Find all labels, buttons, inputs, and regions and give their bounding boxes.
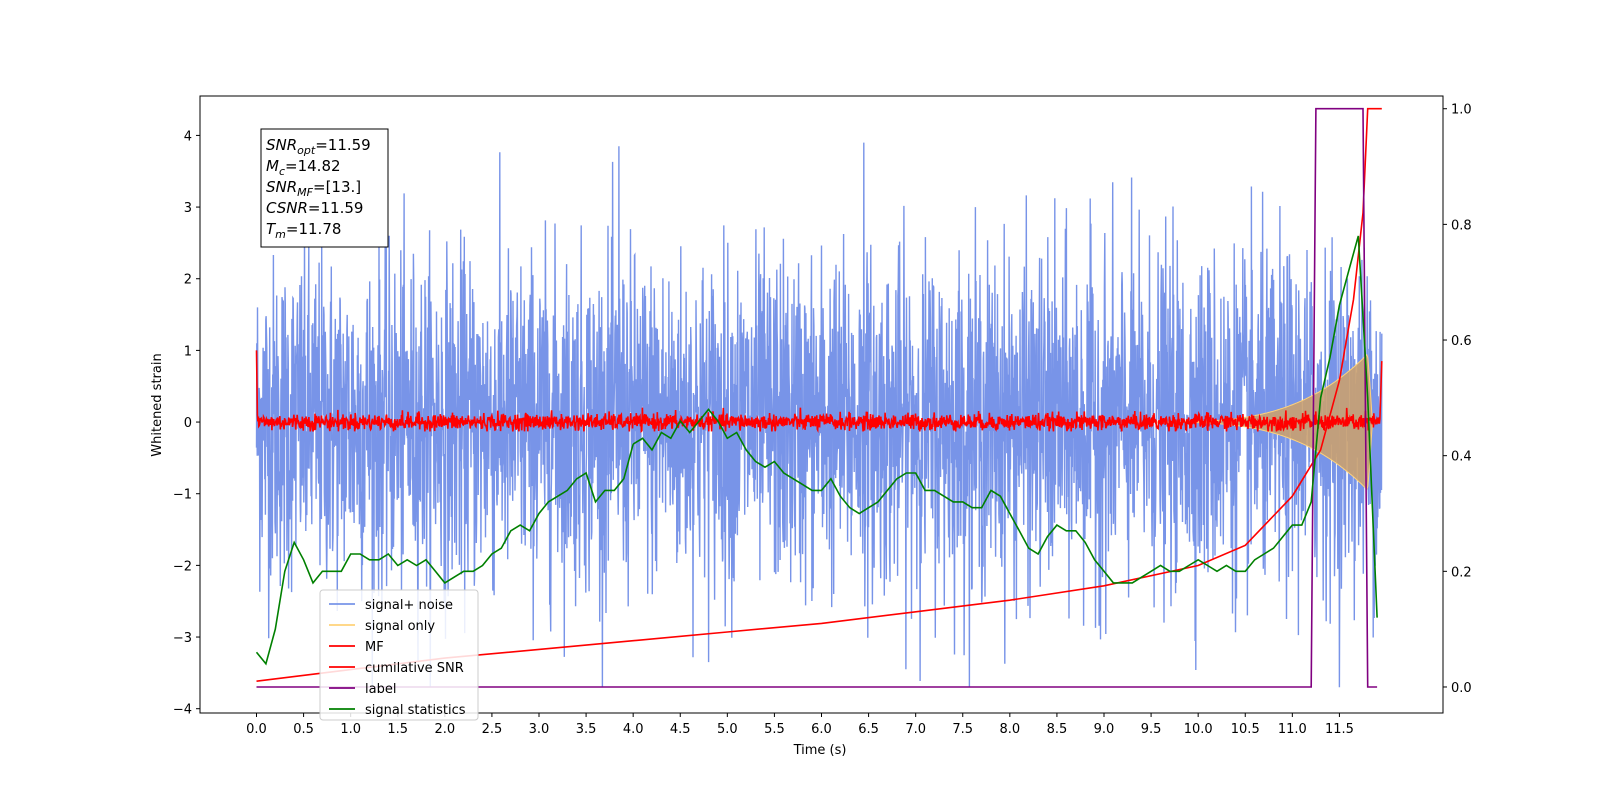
plot-data [255, 107, 1383, 688]
x-tick-label: 10.0 [1184, 722, 1213, 737]
y-tick-label: 2 [184, 273, 192, 288]
annotation-subscript: c [279, 165, 285, 178]
x-axis: 0.0 0.5 1.0 1.5 2.0 2.5 3.0 3.5 4.0 4.5 5.0 5.5 6.0 6… [246, 713, 1354, 737]
y-tick-label: 4 [184, 129, 192, 144]
annotation-line: CSNR=11.59 [266, 199, 363, 217]
x-tick-label: 8.0 [999, 722, 1020, 737]
annotation-line: SNRMF=[13.] [266, 178, 361, 199]
annotation-frame [260, 128, 389, 248]
annotation-symbol: T [266, 220, 277, 238]
annotation-value: =[13.] [313, 178, 361, 196]
x-tick-label: 7.0 [905, 722, 926, 737]
x-tick-label: 9.5 [1141, 722, 1162, 737]
x-tick-label: 6.0 [811, 722, 832, 737]
y-tick-label: −4 [173, 703, 192, 718]
x-tick-label: 4.0 [623, 722, 644, 737]
annotation-subscript: MF [297, 186, 313, 199]
y-axis-title: Whitened strain [150, 353, 165, 456]
x-tick-label: 4.5 [670, 722, 691, 737]
y2-tick-label: 0.6 [1451, 334, 1472, 349]
x-tick-label: 0.5 [293, 722, 314, 737]
annotation-symbol: M [266, 157, 279, 175]
annotation-symbol: SNR [266, 178, 297, 196]
x-tick-label: 11.0 [1278, 722, 1307, 737]
annotation-value: =11.78 [286, 220, 342, 238]
stats-annotation-box: SNRopt=11.59Mc=14.82SNRMF=[13.]CSNR=11.5… [260, 128, 389, 248]
y2-tick-label: 0.4 [1451, 450, 1472, 465]
annotation-line: Tm=11.78 [266, 220, 341, 241]
x-tick-label: 5.0 [717, 722, 738, 737]
legend-label: signal statistics [365, 703, 466, 718]
x-tick-label: 2.5 [482, 722, 503, 737]
y2-tick-label: 0.2 [1451, 565, 1472, 580]
y-tick-label: 1 [184, 344, 192, 359]
x-tick-label: 1.0 [340, 722, 361, 737]
series-mf [255, 350, 1383, 434]
series-signal-noise [255, 142, 1383, 688]
y-tick-label: −2 [173, 559, 192, 574]
x-tick-label: 6.5 [858, 722, 879, 737]
x-tick-label: 10.5 [1231, 722, 1260, 737]
x-tick-label: 3.5 [576, 722, 597, 737]
y-axis-right: 1.0 0.8 0.6 0.4 0.2 0.0 [1443, 103, 1472, 696]
legend-frame [319, 589, 479, 721]
x-axis-title: Time (s) [793, 743, 847, 758]
annotation-line: Mc=14.82 [266, 157, 341, 178]
x-tick-label: 9.0 [1094, 722, 1115, 737]
y2-tick-label: 0.0 [1451, 681, 1472, 696]
x-tick-label: 1.5 [387, 722, 408, 737]
annotation-subscript: opt [297, 144, 316, 157]
y-tick-label: −1 [173, 488, 192, 503]
legend: signal+ noise signal only MF cumilative SNR… [319, 589, 479, 721]
x-tick-label: 11.5 [1325, 722, 1354, 737]
x-tick-label: 2.0 [434, 722, 455, 737]
annotation-line: SNRopt=11.59 [266, 136, 371, 157]
x-tick-label: 5.5 [764, 722, 785, 737]
annotation-subscript: m [275, 228, 286, 241]
annotation-symbol: CSNR [266, 199, 308, 217]
series-label [256, 107, 1378, 688]
y-tick-label: 3 [184, 201, 192, 216]
legend-label: cumilative SNR [365, 661, 464, 676]
y-tick-label: −3 [173, 631, 192, 646]
y2-tick-label: 1.0 [1451, 103, 1472, 118]
annotation-value: =11.59 [315, 136, 371, 154]
x-tick-label: 8.5 [1047, 722, 1068, 737]
legend-label: signal+ noise [365, 598, 453, 613]
legend-label: MF [365, 640, 384, 655]
y-axis-left: 4 3 2 1 0 −1 −2 −3 −4 [173, 129, 200, 718]
annotation-value: =11.59 [308, 199, 364, 217]
y-tick-label: 0 [184, 416, 192, 431]
series-cumulative-snr [256, 107, 1382, 682]
annotation-value: =14.82 [285, 157, 341, 175]
legend-label: label [365, 682, 396, 697]
x-tick-label: 0.0 [246, 722, 267, 737]
x-tick-label: 7.5 [952, 722, 973, 737]
legend-label: signal only [365, 619, 435, 634]
y2-tick-label: 0.8 [1451, 218, 1472, 233]
x-tick-label: 3.0 [529, 722, 550, 737]
series-signal-statistics [255, 235, 1378, 666]
annotation-symbol: SNR [266, 136, 297, 154]
